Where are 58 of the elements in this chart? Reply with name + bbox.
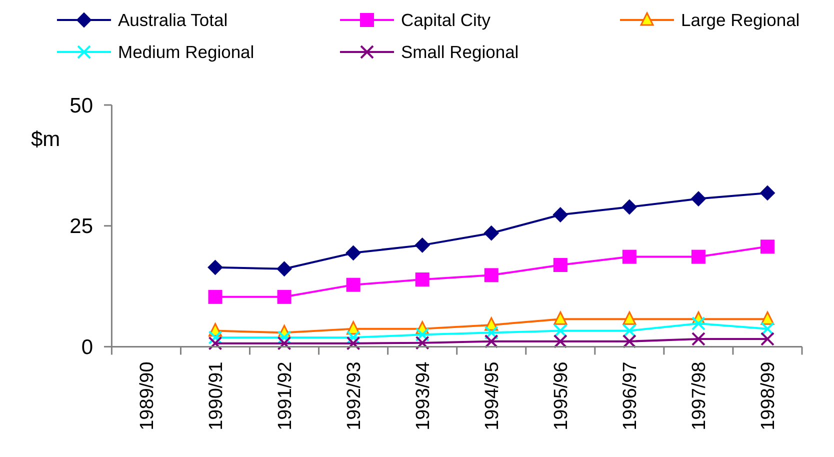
point [276, 261, 292, 276]
point [691, 332, 706, 346]
point [277, 330, 292, 345]
legend-label: Small Regional [401, 42, 519, 62]
legend-label: Australia Total [118, 10, 228, 30]
point [414, 238, 430, 253]
x-tick-label: 1991/92 [274, 362, 296, 430]
point [691, 316, 706, 330]
point [553, 334, 568, 348]
point [277, 336, 292, 350]
point [346, 245, 361, 260]
legend-label: Large Regional [681, 10, 800, 30]
point [484, 268, 498, 282]
legend-label: Capital City [401, 10, 491, 30]
point [690, 191, 706, 206]
x-tick-label: 1994/95 [482, 362, 504, 430]
point [346, 278, 360, 292]
y-axis-title: $m [31, 128, 60, 151]
point [208, 330, 222, 345]
point [622, 324, 636, 338]
point [691, 250, 706, 264]
point [484, 326, 498, 340]
point [277, 290, 292, 304]
point [346, 336, 360, 350]
x-tick-label: 1998/99 [758, 362, 780, 430]
point [208, 260, 223, 275]
point [760, 311, 774, 325]
x-tick-label: 1992/93 [344, 362, 365, 430]
x-tick-label: 1997/98 [689, 362, 710, 430]
point [622, 250, 636, 264]
x-tick-label: 1990/91 [206, 362, 227, 430]
y-tick-label: 50 [70, 94, 93, 118]
legend-label: Medium Regional [118, 42, 254, 62]
point [760, 185, 775, 200]
point [415, 336, 430, 350]
point [484, 334, 498, 348]
point [760, 332, 774, 346]
point [554, 311, 568, 325]
y-tick-label: 0 [81, 336, 93, 360]
point [622, 199, 637, 214]
point [553, 258, 568, 272]
point [346, 330, 360, 345]
point [484, 226, 499, 241]
point [415, 328, 430, 342]
point [760, 240, 774, 254]
point [415, 272, 430, 287]
point [552, 207, 568, 222]
point [208, 290, 222, 304]
x-tick-label: 1995/96 [551, 362, 572, 430]
y-tick-label: 25 [70, 215, 93, 238]
point [622, 334, 636, 348]
point [622, 311, 636, 325]
point [553, 324, 568, 338]
x-tick-label: 1996/97 [620, 362, 642, 430]
point [760, 322, 774, 336]
x-tick-label: 1989/90 [136, 362, 158, 430]
x-tick-label: 1993/94 [412, 361, 434, 430]
point [208, 336, 222, 350]
